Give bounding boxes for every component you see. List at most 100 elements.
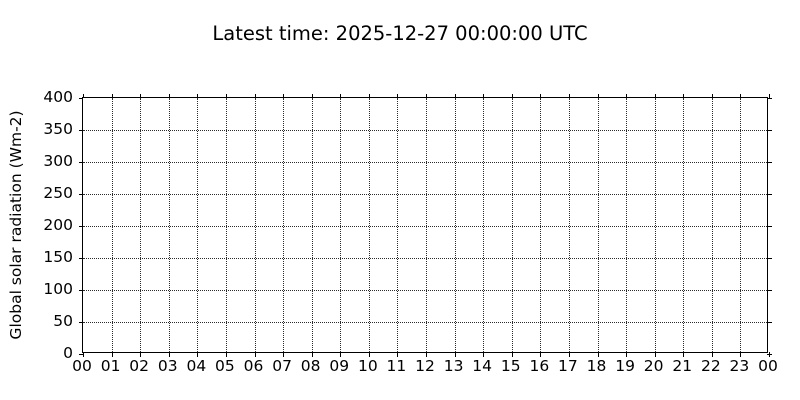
grid-line-horizontal	[83, 290, 767, 291]
y-axis-tick-label: 50	[53, 311, 73, 330]
grid-line-vertical	[340, 98, 342, 352]
x-axis-tick-label: 08	[300, 357, 321, 375]
grid-line-vertical	[311, 98, 313, 352]
x-axis-tick-label: 21	[672, 357, 693, 375]
grid-line-vertical	[368, 98, 370, 352]
x-axis-tick	[368, 352, 370, 357]
y-axis-tick	[78, 226, 83, 227]
x-axis-tick	[511, 352, 513, 357]
grid-line-vertical	[168, 98, 170, 352]
x-axis-tick	[597, 352, 599, 357]
x-axis-tick-top	[626, 93, 628, 98]
grid-line-vertical	[654, 98, 656, 352]
y-axis-tick-right	[767, 98, 772, 99]
y-axis-tick-label: 400	[43, 87, 73, 106]
y-axis-tick-right	[767, 290, 772, 291]
grid-line-vertical	[111, 98, 113, 352]
x-axis-tick-top	[254, 93, 256, 98]
plot-gridlines	[83, 98, 767, 352]
plot-area	[78, 93, 772, 357]
x-axis-tick	[540, 352, 542, 357]
grid-line-vertical	[597, 98, 599, 352]
x-axis-tick	[225, 352, 227, 357]
x-axis-tick-label: 12	[415, 357, 435, 375]
grid-line-vertical	[540, 98, 542, 352]
x-axis-tick-label: 23	[729, 357, 750, 375]
x-axis-tick	[340, 352, 342, 357]
x-axis-tick-label: 06	[243, 357, 264, 375]
grid-line-vertical	[140, 98, 142, 352]
grid-line-vertical	[483, 98, 485, 352]
x-axis-tick	[483, 352, 485, 357]
x-axis-tick-top	[311, 93, 313, 98]
chart-title: Latest time: 2025-12-27 00:00:00 UTC	[212, 22, 588, 45]
grid-line-horizontal	[83, 194, 767, 195]
x-axis-tick-label: 15	[500, 357, 521, 375]
x-axis-tick-label: 03	[157, 357, 178, 375]
grid-line-horizontal	[83, 130, 767, 131]
y-axis-tick-label: 0	[63, 343, 73, 362]
grid-line-vertical	[225, 98, 227, 352]
y-axis-tick-right	[767, 354, 772, 355]
x-axis-tick-top	[197, 93, 199, 98]
grid-line-vertical	[626, 98, 628, 352]
x-axis-tick-top	[140, 93, 142, 98]
x-axis-tick-label: 18	[586, 357, 607, 375]
x-axis-tick-label: 00	[72, 357, 92, 375]
x-axis-tick	[454, 352, 456, 357]
grid-line-vertical	[711, 98, 713, 352]
grid-line-vertical	[397, 98, 399, 352]
grid-line-horizontal	[83, 258, 767, 259]
y-axis-tick-right	[767, 226, 772, 227]
y-axis-tick-label: 300	[43, 151, 73, 170]
x-axis-tick-label: 09	[329, 357, 350, 375]
y-axis-tick-right	[767, 194, 772, 195]
x-axis-tick-label: 10	[357, 357, 378, 375]
grid-line-vertical	[740, 98, 742, 352]
x-axis-tick-label: 22	[700, 357, 721, 375]
x-axis-tick	[254, 352, 256, 357]
x-axis-tick	[168, 352, 170, 357]
y-axis-tick-label: 200	[43, 215, 73, 234]
grid-line-vertical	[197, 98, 199, 352]
x-axis-tick	[683, 352, 685, 357]
data-series-layer	[83, 98, 767, 352]
x-axis-tick-label: 07	[272, 357, 292, 375]
x-axis-tick	[311, 352, 313, 357]
y-axis-tick	[78, 322, 83, 323]
x-axis-tick-label: 00	[758, 357, 778, 375]
x-axis-tick-top	[368, 93, 370, 98]
x-axis-tick-label: 14	[472, 357, 493, 375]
grid-line-horizontal	[83, 226, 767, 227]
x-axis-tick-top	[654, 93, 656, 98]
y-axis-tick-right	[767, 322, 772, 323]
x-axis-tick-top	[340, 93, 342, 98]
x-axis-tick-top	[568, 93, 570, 98]
grid-line-vertical	[426, 98, 427, 352]
y-axis-tick-label: 150	[43, 247, 73, 266]
x-axis-tick-top	[225, 93, 227, 98]
x-axis-tick-top	[426, 93, 427, 98]
x-axis-tick-label: 02	[129, 357, 150, 375]
y-axis-tick	[78, 258, 83, 259]
y-axis-tick-label: 250	[43, 183, 73, 202]
grid-line-vertical	[254, 98, 256, 352]
x-axis-tick-label: 13	[443, 357, 464, 375]
x-axis-tick-top	[283, 93, 285, 98]
x-axis-tick-top	[683, 93, 685, 98]
x-axis-tick-top	[540, 93, 542, 98]
x-axis-tick-label: 20	[643, 357, 664, 375]
x-axis-tick-top	[168, 93, 170, 98]
x-axis-tick-top	[454, 93, 456, 98]
x-axis-tick	[654, 352, 656, 357]
y-axis-tick	[78, 162, 83, 163]
x-axis-tick	[83, 352, 84, 357]
x-axis-tick-label: 16	[529, 357, 550, 375]
y-axis-tick-right	[767, 130, 772, 131]
x-axis-tick-label: 04	[186, 357, 207, 375]
x-axis-tick-top	[711, 93, 713, 98]
x-axis-tick	[426, 352, 427, 357]
y-axis-tick	[78, 98, 83, 99]
x-axis-tick-top	[769, 93, 770, 98]
